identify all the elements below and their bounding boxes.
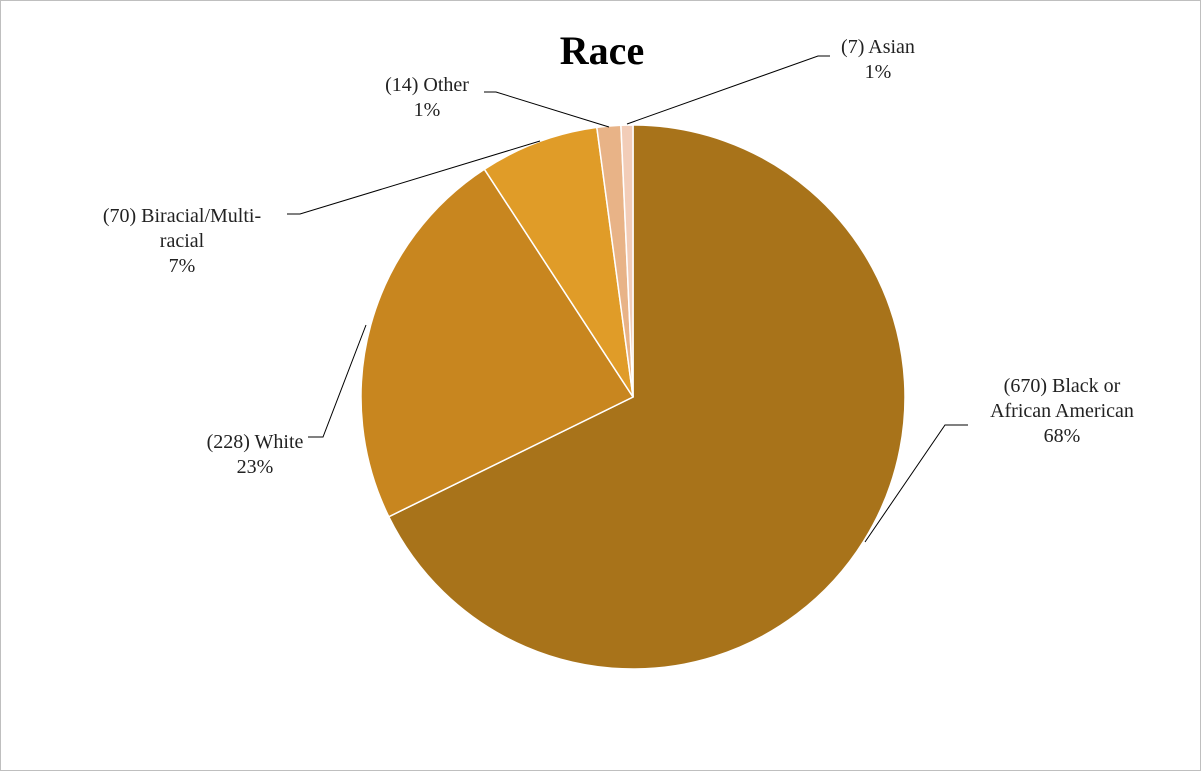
slice-label-line: (670) Black or (1004, 375, 1121, 397)
slice-label: (228) White 23% (207, 431, 304, 478)
leader-line (287, 140, 541, 215)
pie-slice-biracial-multi-racial (483, 126, 634, 398)
slice-label-line: 7% (169, 255, 196, 277)
chart-title: Race (560, 28, 644, 73)
slice-label-line: 1% (865, 61, 892, 83)
slice-label-line: racial (160, 230, 205, 252)
slice-label-line: African American (990, 400, 1134, 422)
slice-labels: (670) Black or African American 68% (228) W… (103, 36, 1134, 478)
pie-slice-black-or-african-american (387, 124, 906, 670)
slice-label-line: (14) Other (385, 74, 469, 96)
leader-line (626, 55, 830, 125)
pie-slices (360, 124, 906, 670)
leader-lines (287, 55, 968, 543)
slice-label: (70) Biracial/Multi-racial 7% (103, 205, 261, 277)
slice-label-line: (70) Biracial/Multi- (103, 205, 261, 227)
leader-line (484, 91, 610, 128)
slice-label: (14) Other 1% (385, 74, 469, 121)
slice-label-line: 68% (1044, 425, 1081, 447)
slice-label: (7) Asian 1% (841, 36, 915, 83)
slice-label: (670) Black or African American 68% (990, 375, 1134, 447)
pie-slice-asian (620, 124, 634, 398)
slice-label-line: 23% (237, 456, 274, 478)
slice-label-line: (228) White (207, 431, 304, 453)
leader-line (308, 324, 367, 438)
pie-slice-white (360, 168, 635, 518)
leader-line (864, 424, 968, 543)
slice-label-line: 1% (414, 99, 441, 121)
slice-label-line: (7) Asian (841, 36, 915, 58)
